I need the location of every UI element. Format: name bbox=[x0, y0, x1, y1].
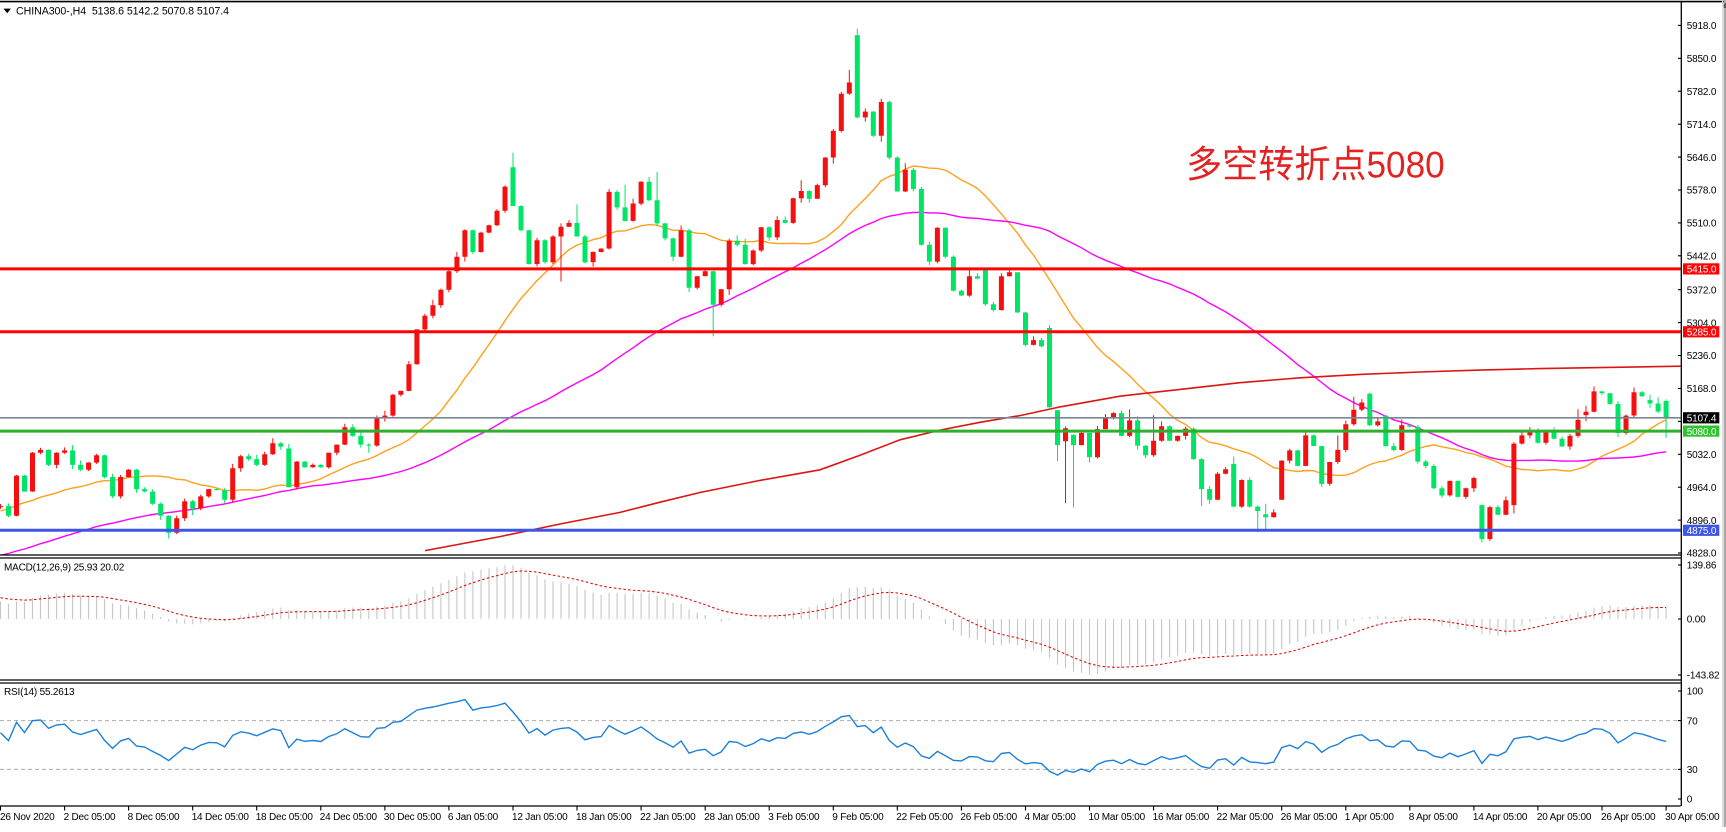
svg-text:16 Mar 05:00: 16 Mar 05:00 bbox=[1153, 812, 1210, 823]
svg-text:8 Apr 05:00: 8 Apr 05:00 bbox=[1409, 812, 1459, 823]
svg-text:5107.4: 5107.4 bbox=[1687, 414, 1717, 425]
svg-text:4828.0: 4828.0 bbox=[1687, 549, 1717, 560]
svg-text:20 Apr 05:00: 20 Apr 05:00 bbox=[1537, 812, 1592, 823]
svg-text:5646.0: 5646.0 bbox=[1687, 153, 1717, 164]
svg-text:100: 100 bbox=[1687, 687, 1704, 698]
svg-text:5080.0: 5080.0 bbox=[1687, 427, 1717, 438]
svg-text:5032.0: 5032.0 bbox=[1687, 450, 1717, 461]
svg-text:5510.0: 5510.0 bbox=[1687, 219, 1717, 230]
svg-text:6 Jan 05:00: 6 Jan 05:00 bbox=[448, 812, 499, 823]
svg-text:26 Apr 05:00: 26 Apr 05:00 bbox=[1601, 812, 1656, 823]
svg-text:14 Dec 05:00: 14 Dec 05:00 bbox=[192, 812, 250, 823]
svg-text:MACD(12,26,9) 25.93 20.02: MACD(12,26,9) 25.93 20.02 bbox=[4, 563, 125, 574]
svg-text:5714.0: 5714.0 bbox=[1687, 120, 1717, 131]
svg-text:9 Feb 05:00: 9 Feb 05:00 bbox=[832, 812, 884, 823]
svg-text:CHINA300-,H4 5138.6 5142.2 50: CHINA300-,H4 5138.6 5142.2 5070.8 5107.4 bbox=[16, 6, 229, 18]
svg-text:4964.0: 4964.0 bbox=[1687, 483, 1717, 494]
svg-text:5578.0: 5578.0 bbox=[1687, 186, 1717, 197]
svg-text:28 Jan 05:00: 28 Jan 05:00 bbox=[704, 812, 760, 823]
svg-text:4875.0: 4875.0 bbox=[1687, 526, 1717, 537]
svg-text:18 Dec 05:00: 18 Dec 05:00 bbox=[256, 812, 314, 823]
svg-text:5850.0: 5850.0 bbox=[1687, 54, 1717, 65]
svg-text:2 Dec 05:00: 2 Dec 05:00 bbox=[64, 812, 116, 823]
svg-text:4896.0: 4896.0 bbox=[1687, 516, 1717, 527]
svg-text:5415.0: 5415.0 bbox=[1687, 265, 1717, 276]
svg-text:14 Apr 05:00: 14 Apr 05:00 bbox=[1473, 812, 1528, 823]
svg-text:0.00: 0.00 bbox=[1687, 615, 1706, 626]
svg-text:5442.0: 5442.0 bbox=[1687, 252, 1717, 263]
svg-text:0: 0 bbox=[1687, 795, 1693, 806]
svg-text:5782.0: 5782.0 bbox=[1687, 87, 1717, 98]
svg-text:3 Feb 05:00: 3 Feb 05:00 bbox=[768, 812, 820, 823]
svg-text:30: 30 bbox=[1687, 765, 1698, 776]
svg-text:5304.0: 5304.0 bbox=[1687, 318, 1717, 329]
svg-text:5372.0: 5372.0 bbox=[1687, 285, 1717, 296]
svg-text:10 Mar 05:00: 10 Mar 05:00 bbox=[1089, 812, 1146, 823]
svg-text:18 Jan 05:00: 18 Jan 05:00 bbox=[576, 812, 632, 823]
svg-text:RSI(14) 55.2613: RSI(14) 55.2613 bbox=[4, 687, 75, 698]
svg-text:12 Jan 05:00: 12 Jan 05:00 bbox=[512, 812, 568, 823]
svg-text:139.86: 139.86 bbox=[1687, 561, 1717, 572]
svg-text:22 Jan 05:00: 22 Jan 05:00 bbox=[640, 812, 696, 823]
svg-text:26 Mar 05:00: 26 Mar 05:00 bbox=[1281, 812, 1338, 823]
svg-text:5080: 5080 bbox=[1367, 144, 1445, 186]
svg-text:5918.0: 5918.0 bbox=[1687, 21, 1717, 32]
svg-text:24 Dec 05:00: 24 Dec 05:00 bbox=[320, 812, 378, 823]
svg-text:30 Dec 05:00: 30 Dec 05:00 bbox=[384, 812, 442, 823]
svg-text:8 Dec 05:00: 8 Dec 05:00 bbox=[128, 812, 180, 823]
svg-text:5236.0: 5236.0 bbox=[1687, 351, 1717, 362]
svg-text:5168.0: 5168.0 bbox=[1687, 384, 1717, 395]
svg-text:4 Mar 05:00: 4 Mar 05:00 bbox=[1025, 812, 1077, 823]
svg-text:22 Feb 05:00: 22 Feb 05:00 bbox=[896, 812, 953, 823]
svg-text:70: 70 bbox=[1687, 716, 1698, 727]
svg-text:26 Feb 05:00: 26 Feb 05:00 bbox=[960, 812, 1017, 823]
svg-text:1 Apr 05:00: 1 Apr 05:00 bbox=[1345, 812, 1395, 823]
svg-text:22 Mar 05:00: 22 Mar 05:00 bbox=[1217, 812, 1274, 823]
svg-text:30 Apr 05:00: 30 Apr 05:00 bbox=[1665, 812, 1720, 823]
svg-text:-143.82: -143.82 bbox=[1687, 671, 1720, 682]
svg-text:26 Nov 2020: 26 Nov 2020 bbox=[0, 812, 55, 823]
svg-text:5285.0: 5285.0 bbox=[1687, 328, 1717, 339]
